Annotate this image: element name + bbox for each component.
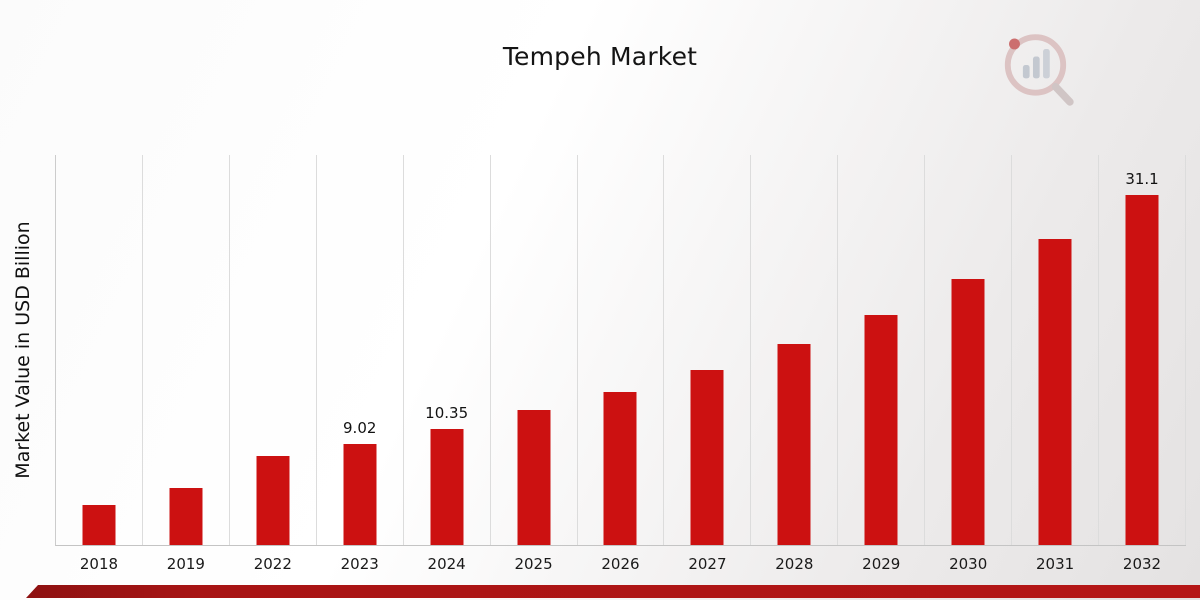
x-tick-label-2024: 2024	[427, 555, 466, 573]
chart-column-2027: 2027	[664, 155, 752, 573]
bar-2024	[430, 429, 464, 545]
footer-accent-bar	[26, 585, 1200, 598]
bar-2027	[690, 370, 724, 545]
x-tick-label-2028: 2028	[775, 555, 814, 573]
bar-2023	[343, 444, 377, 545]
plot-area: 2018 2019 2022 9.02 2023 10.35 2024 2025 2026 202…	[55, 155, 1186, 573]
chart-title: Tempeh Market	[502, 42, 698, 71]
chart-column-2018: 2018	[56, 155, 143, 573]
x-tick-label-2032: 2032	[1122, 555, 1162, 573]
chart-column-2026: 2026	[578, 155, 665, 573]
chart-column-2024: 10.35 2024	[404, 155, 491, 573]
bar-2019	[169, 488, 203, 545]
x-tick-label-2019: 2019	[166, 555, 205, 573]
magnifier-barchart-logo-icon	[1004, 34, 1074, 106]
bar-value-label-2024: 10.35	[425, 404, 469, 422]
bar-2032	[1125, 195, 1159, 545]
bar-value-label-2032: 31.1	[1125, 170, 1159, 188]
x-tick-label-2018: 2018	[79, 555, 119, 573]
chart-column-2019: 2019	[143, 155, 230, 573]
bar-value-label-2023: 9.02	[343, 419, 377, 437]
bar-2029	[864, 315, 898, 545]
chart-column-2028: 2028	[751, 155, 839, 573]
bar-2028	[777, 344, 811, 545]
y-axis-label: Market Value in USD Billion	[12, 221, 34, 479]
bar-2022	[256, 456, 290, 545]
chart-column-2022: 2022	[230, 155, 317, 573]
x-tick-label-2025: 2025	[514, 555, 553, 573]
chart-column-2031: 2031	[1012, 155, 1100, 573]
chart-column-2025: 2025	[491, 155, 578, 573]
bar-2026	[603, 392, 637, 545]
chart-column-2032: 31.1 2032	[1099, 155, 1186, 573]
x-tick-label-2022: 2022	[253, 555, 292, 573]
bar-2018	[82, 505, 116, 545]
x-tick-label-2026: 2026	[601, 555, 640, 573]
chart-column-2030: 2030	[925, 155, 1013, 573]
bar-2030	[951, 279, 985, 545]
x-tick-label-2023: 2023	[340, 555, 379, 573]
x-tick-label-2027: 2027	[688, 555, 727, 573]
chart-column-2029: 2029	[838, 155, 926, 573]
bar-2031	[1038, 239, 1072, 545]
bar-2025	[517, 410, 551, 545]
x-tick-label-2030: 2030	[949, 555, 988, 573]
chart-column-2023: 9.02 2023	[317, 155, 404, 573]
x-tick-label-2031: 2031	[1036, 555, 1075, 573]
x-tick-label-2029: 2029	[862, 555, 901, 573]
